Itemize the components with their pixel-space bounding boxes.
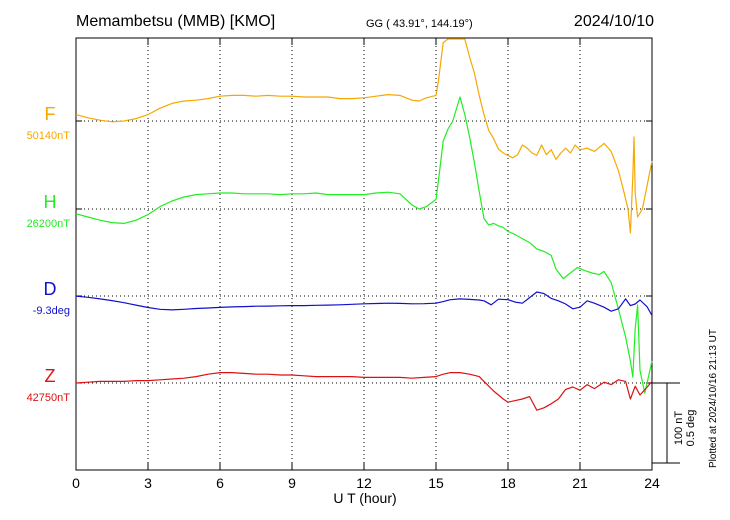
baseline-ticks	[76, 120, 652, 384]
x-tick-label-12: 12	[356, 475, 372, 491]
x-tick-label-3: 3	[144, 475, 152, 491]
scale-bar-nt-label: 100 nT	[673, 411, 685, 446]
series-baseline-F: 50140nT	[27, 130, 71, 142]
series-baseline-H: 26200nT	[27, 218, 71, 230]
scale-bar-deg-label: 0.5 deg	[685, 410, 697, 447]
series-name-F: F	[45, 104, 56, 124]
series-line-Z	[75, 372, 653, 411]
series-lines	[75, 38, 653, 411]
x-axis-label: U T (hour)	[333, 490, 396, 506]
series-name-H: H	[44, 192, 57, 212]
scale-bar: 100 nT 0.5 deg	[652, 382, 697, 464]
x-tick-label-21: 21	[572, 475, 588, 491]
x-tick-label-18: 18	[500, 475, 516, 491]
series-line-D	[75, 291, 653, 316]
series-baseline-Z: 42750nT	[27, 392, 71, 404]
x-tick-label-0: 0	[72, 475, 80, 491]
plotted-at-note: Plotted at 2024/10/16 21:13 UT	[708, 329, 719, 468]
series-name-Z: Z	[45, 366, 56, 386]
chart-date: 2024/10/10	[574, 13, 654, 30]
series-line-H	[75, 96, 653, 394]
x-tick-label-6: 6	[216, 475, 224, 491]
x-tick-label-24: 24	[644, 475, 660, 491]
grid	[76, 38, 652, 470]
series-name-D: D	[44, 279, 57, 299]
x-tick-label-9: 9	[288, 475, 296, 491]
station-coordinates: GG ( 43.91°, 144.19°)	[366, 18, 473, 30]
chart-title: Memambetsu (MMB) [KMO]	[76, 13, 275, 30]
x-axis-ticks: 0 3 6 9 12 15 18 21 24	[72, 38, 660, 491]
series-baseline-D: -9.3deg	[33, 305, 70, 317]
x-tick-label-15: 15	[428, 475, 444, 491]
series-labels: F 50140nT H 26200nT D -9.3deg Z 42750nT	[27, 104, 71, 404]
series-line-F	[75, 38, 653, 234]
